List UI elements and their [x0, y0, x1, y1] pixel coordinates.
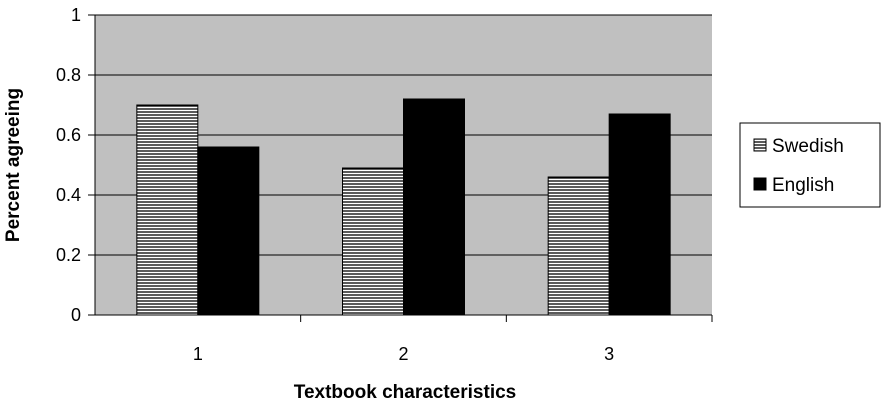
bar-swedish-2: [342, 167, 404, 316]
y-tick-label: 0.6: [56, 125, 81, 145]
y-tick-label: 0.2: [56, 245, 81, 265]
y-tick-label: 0: [71, 305, 81, 325]
legend-label-swedish: Swedish: [772, 136, 844, 157]
x-tick-label: 1: [193, 344, 203, 364]
x-tick-label: 2: [398, 344, 408, 364]
bar-swedish-3: [547, 176, 610, 316]
bar-english-3: [608, 113, 671, 316]
legend-label-english: English: [772, 175, 834, 196]
x-axis-title: Textbook characteristics: [294, 382, 516, 403]
y-tick-label: 0.4: [56, 185, 81, 205]
legend-swatch-swedish: [753, 138, 767, 152]
legend-swatch-english: [753, 177, 767, 191]
y-tick-label: 1: [71, 5, 81, 25]
y-tick-label: 0.8: [56, 65, 81, 85]
bar-english-1: [197, 146, 260, 316]
bar-english-2: [403, 98, 465, 316]
legend: Swedish English: [739, 122, 881, 208]
bar-swedish-1: [136, 104, 199, 316]
y-axis-title: Percent agreeing: [3, 88, 24, 242]
legend-box: [739, 122, 881, 208]
x-tick-label: 3: [604, 344, 614, 364]
